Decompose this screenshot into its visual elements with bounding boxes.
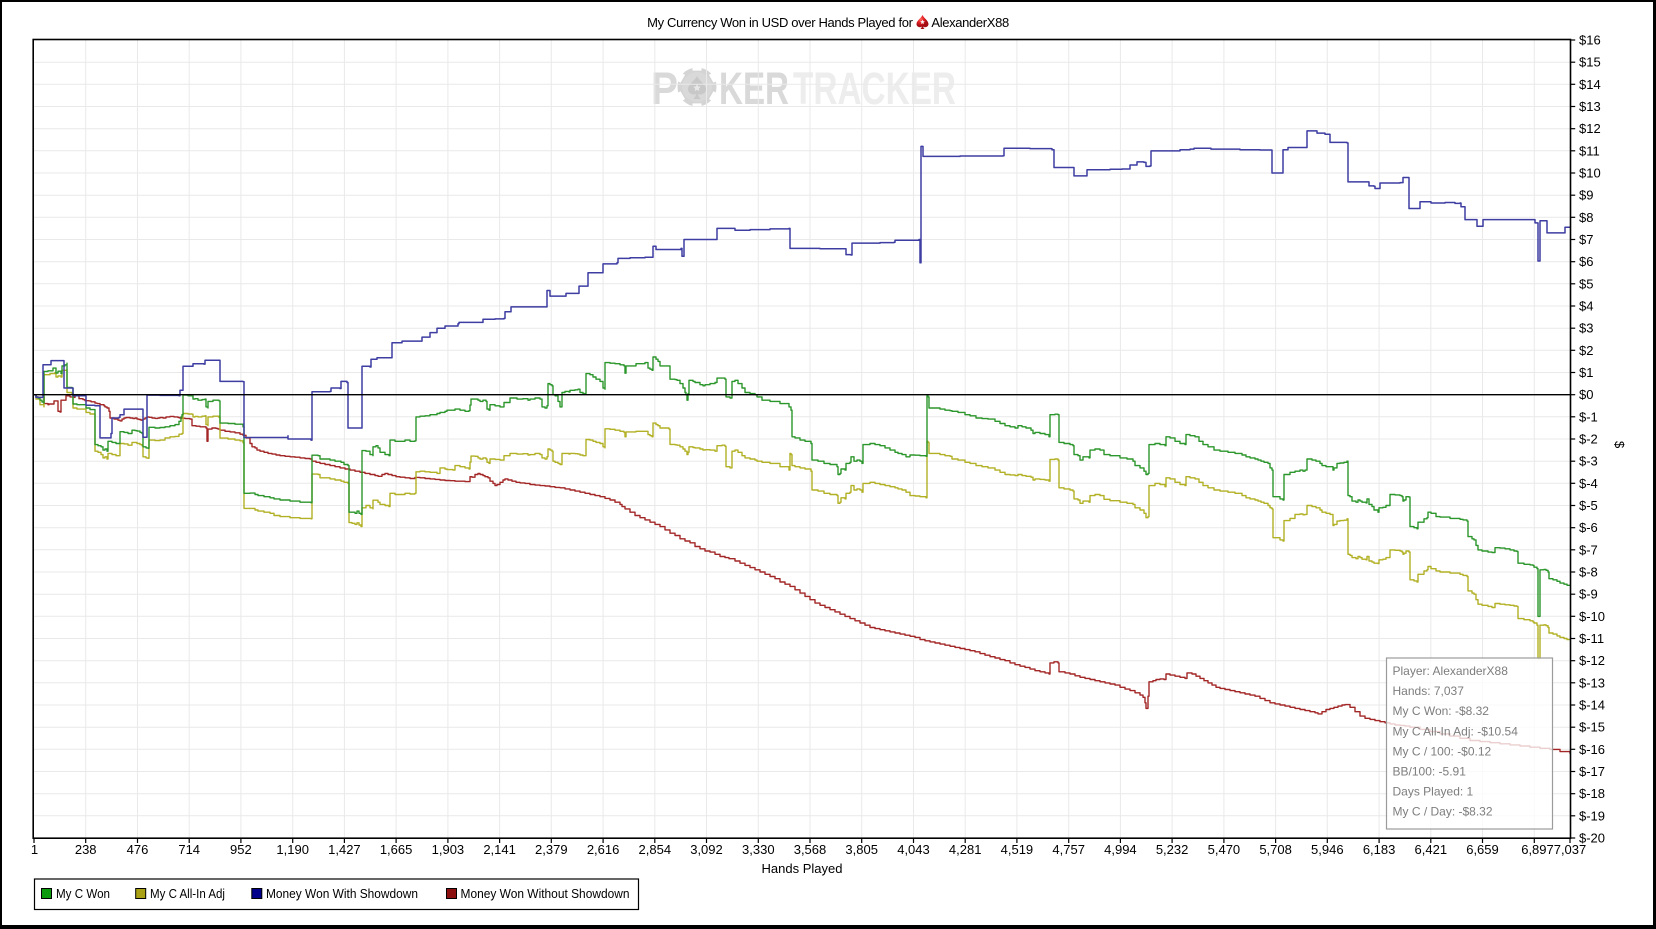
svg-text:1,427: 1,427	[328, 842, 361, 857]
svg-text:$-12: $-12	[1579, 653, 1605, 668]
svg-text:$-1: $-1	[1579, 409, 1598, 424]
svg-text:$12: $12	[1579, 121, 1601, 136]
svg-text:$14: $14	[1579, 77, 1601, 92]
svg-text:$-16: $-16	[1579, 742, 1605, 757]
svg-text:5,232: 5,232	[1156, 842, 1189, 857]
svg-text:4,994: 4,994	[1104, 842, 1137, 857]
svg-text:5,708: 5,708	[1259, 842, 1292, 857]
svg-text:TRACKER: TRACKER	[793, 63, 956, 114]
svg-text:4,757: 4,757	[1052, 842, 1085, 857]
svg-text:Player: AlexanderX88: Player: AlexanderX88	[1393, 664, 1509, 678]
svg-text:$-10: $-10	[1579, 609, 1605, 624]
svg-text:4,519: 4,519	[1001, 842, 1034, 857]
svg-text:Hands Played: Hands Played	[762, 861, 843, 876]
svg-text:2,379: 2,379	[535, 842, 568, 857]
svg-text:3,805: 3,805	[845, 842, 878, 857]
svg-text:My C / 100: -$0.12: My C / 100: -$0.12	[1393, 744, 1492, 758]
svg-text:$-9: $-9	[1579, 587, 1598, 602]
svg-text:3,568: 3,568	[794, 842, 827, 857]
svg-text:1,190: 1,190	[276, 842, 309, 857]
svg-text:$-19: $-19	[1579, 808, 1605, 823]
svg-text:2,141: 2,141	[483, 842, 516, 857]
svg-text:$-8: $-8	[1579, 565, 1598, 580]
svg-text:6,897: 6,897	[1521, 842, 1554, 857]
svg-text:$-2: $-2	[1579, 432, 1598, 447]
svg-text:476: 476	[127, 842, 149, 857]
svg-text:$7: $7	[1579, 232, 1593, 247]
svg-text:1,903: 1,903	[432, 842, 465, 857]
svg-text:$-13: $-13	[1579, 675, 1605, 690]
svg-text:My C All-In Adj: -$10.54: My C All-In Adj: -$10.54	[1393, 724, 1519, 738]
svg-text:714: 714	[178, 842, 200, 857]
svg-text:$-15: $-15	[1579, 720, 1605, 735]
svg-text:1: 1	[31, 842, 38, 857]
svg-text:$15: $15	[1579, 55, 1601, 70]
svg-text:4,043: 4,043	[897, 842, 930, 857]
svg-text:My C All-In Adj: My C All-In Adj	[150, 886, 225, 901]
svg-text:BB/100: -5.91: BB/100: -5.91	[1393, 765, 1467, 779]
svg-text:2,616: 2,616	[587, 842, 620, 857]
svg-text:7,037: 7,037	[1554, 842, 1587, 857]
svg-text:3,330: 3,330	[742, 842, 775, 857]
svg-text:3,092: 3,092	[690, 842, 723, 857]
svg-text:$-20: $-20	[1579, 831, 1605, 846]
svg-text:KER: KER	[719, 63, 789, 114]
svg-text:$6: $6	[1579, 254, 1593, 269]
svg-text:$-6: $-6	[1579, 520, 1598, 535]
svg-text:My C Won: My C Won	[56, 886, 110, 901]
svg-text:4,281: 4,281	[949, 842, 982, 857]
svg-text:$-11: $-11	[1579, 631, 1604, 646]
svg-text:Money Won Without Showdown: Money Won Without Showdown	[461, 886, 630, 901]
svg-text:$-18: $-18	[1579, 786, 1605, 801]
svg-text:952: 952	[230, 842, 252, 857]
svg-text:Days Played: 1: Days Played: 1	[1393, 785, 1474, 799]
svg-text:$16: $16	[1579, 33, 1601, 48]
svg-text:1,665: 1,665	[380, 842, 413, 857]
svg-text:$4: $4	[1579, 299, 1593, 314]
svg-text:$1: $1	[1579, 365, 1593, 380]
svg-text:$9: $9	[1579, 188, 1593, 203]
svg-text:6,183: 6,183	[1363, 842, 1396, 857]
svg-text:$-3: $-3	[1579, 454, 1598, 469]
svg-text:$13: $13	[1579, 99, 1601, 114]
svg-text:238: 238	[75, 842, 97, 857]
svg-text:5,470: 5,470	[1208, 842, 1241, 857]
svg-text:Money Won With Showdown: Money Won With Showdown	[266, 886, 418, 901]
svg-text:$3: $3	[1579, 321, 1593, 336]
svg-text:My C Won: -$8.32: My C Won: -$8.32	[1393, 704, 1490, 718]
svg-text:$-4: $-4	[1579, 476, 1598, 491]
svg-text:$10: $10	[1579, 166, 1601, 181]
svg-text:Hands: 7,037: Hands: 7,037	[1393, 684, 1465, 698]
svg-text:$-7: $-7	[1579, 542, 1598, 557]
svg-text:My C / Day: -$8.32: My C / Day: -$8.32	[1393, 805, 1493, 819]
svg-text:5,946: 5,946	[1311, 842, 1344, 857]
svg-text:6,659: 6,659	[1466, 842, 1499, 857]
svg-text:$8: $8	[1579, 210, 1593, 225]
svg-text:$0: $0	[1579, 387, 1593, 402]
svg-text:$-17: $-17	[1579, 764, 1605, 779]
svg-text:$: $	[1612, 441, 1627, 449]
svg-text:2,854: 2,854	[639, 842, 672, 857]
svg-text:6,421: 6,421	[1415, 842, 1448, 857]
svg-text:P: P	[651, 63, 678, 114]
svg-text:$-14: $-14	[1579, 698, 1605, 713]
svg-text:$5: $5	[1579, 276, 1593, 291]
svg-text:$2: $2	[1579, 343, 1593, 358]
svg-text:$-5: $-5	[1579, 498, 1598, 513]
svg-text:$11: $11	[1579, 143, 1600, 158]
